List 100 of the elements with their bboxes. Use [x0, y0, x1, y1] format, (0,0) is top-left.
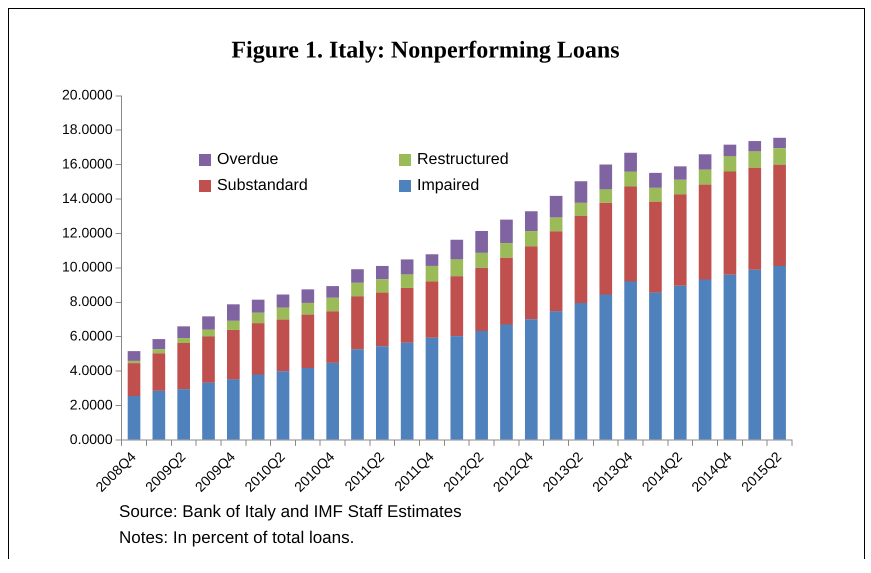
bar	[674, 180, 687, 194]
bar	[301, 314, 314, 368]
bar	[698, 170, 712, 185]
bar	[724, 144, 736, 156]
bar	[202, 330, 215, 336]
bar	[326, 298, 339, 312]
bar	[376, 266, 389, 280]
bar	[202, 316, 215, 330]
legend-label: Substandard	[217, 177, 308, 195]
bar	[252, 323, 264, 375]
bar	[500, 258, 513, 324]
bar	[177, 338, 190, 344]
chart-title: Figure 1. Italy: Nonperforming Loans	[231, 38, 620, 64]
bar	[177, 343, 190, 390]
bar	[276, 294, 290, 308]
bar	[624, 186, 637, 282]
y-tick-label: 12.0000	[62, 224, 113, 240]
bar	[698, 154, 712, 170]
bar	[550, 217, 562, 232]
bar	[649, 172, 662, 188]
bar	[400, 274, 414, 288]
bar	[773, 138, 786, 148]
bar	[748, 151, 762, 168]
bar	[524, 246, 538, 320]
bar	[524, 319, 538, 440]
bar	[351, 296, 364, 350]
bar	[227, 304, 240, 321]
bar	[574, 216, 588, 303]
bar	[748, 168, 762, 270]
bar	[475, 231, 488, 253]
bar	[276, 371, 290, 440]
bar	[252, 374, 264, 440]
bar	[351, 269, 364, 283]
y-tick-label: 6.0000	[70, 328, 113, 344]
bar	[550, 231, 562, 312]
bar	[128, 360, 140, 364]
bar	[649, 188, 662, 202]
legend-label: Impaired	[417, 177, 480, 195]
bar	[152, 349, 166, 354]
bar	[301, 289, 314, 303]
bar	[426, 266, 438, 282]
bar	[724, 172, 736, 275]
bar	[574, 202, 588, 216]
bar	[748, 270, 762, 440]
bar	[426, 338, 438, 440]
bar	[301, 302, 314, 315]
bar	[450, 276, 464, 336]
bar	[674, 166, 687, 180]
bar	[475, 252, 488, 268]
bar	[773, 148, 786, 165]
bar	[748, 141, 762, 152]
bar	[128, 363, 140, 396]
bar	[599, 294, 612, 440]
y-tick-label: 8.0000	[70, 293, 113, 310]
y-tick-label: 16.0000	[62, 155, 113, 172]
bar	[649, 202, 662, 293]
bar	[649, 292, 662, 440]
bar	[202, 382, 215, 440]
y-tick-label: 0.0000	[70, 430, 113, 447]
bar	[177, 389, 190, 440]
y-tick-label: 14.0000	[62, 190, 113, 206]
legend-label: Restructured	[417, 151, 509, 169]
bar	[301, 368, 314, 440]
bar	[500, 324, 513, 440]
bar	[276, 320, 290, 372]
bar	[227, 379, 240, 440]
bar	[450, 240, 464, 260]
y-tick-label: 20.0000	[62, 86, 113, 103]
bar	[177, 326, 190, 338]
bar	[152, 339, 166, 350]
bar	[450, 336, 464, 440]
bar	[450, 259, 464, 276]
bar	[128, 396, 140, 440]
bar	[475, 330, 488, 440]
bar	[400, 288, 414, 343]
bar	[550, 311, 562, 440]
bar	[252, 312, 264, 324]
bar	[574, 181, 588, 203]
bar	[326, 286, 339, 298]
bar	[698, 184, 712, 280]
bar	[500, 243, 513, 258]
bar	[326, 311, 339, 363]
bar	[724, 274, 736, 440]
bar	[276, 308, 290, 320]
bar	[624, 281, 637, 440]
bar	[724, 156, 736, 172]
bar	[475, 268, 488, 331]
bar	[351, 349, 364, 440]
bar	[376, 292, 389, 346]
bar	[128, 351, 140, 361]
y-tick-label: 4.0000	[70, 362, 113, 378]
bar	[599, 164, 612, 190]
bar	[773, 266, 786, 440]
bar	[376, 279, 389, 293]
bar	[227, 330, 240, 380]
bar	[227, 320, 240, 330]
bar	[426, 281, 438, 338]
legend-label: Overdue	[217, 151, 278, 169]
bar	[400, 342, 414, 440]
source-note: Source: Bank of Italy and IMF Staff Estimates	[119, 501, 463, 523]
